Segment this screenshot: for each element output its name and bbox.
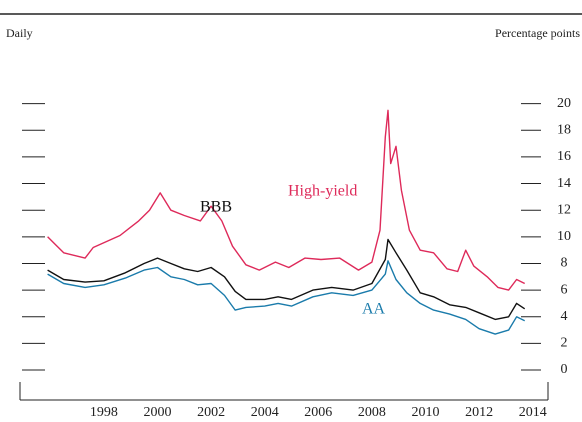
- y-tick-label: 16: [557, 149, 571, 164]
- y-tick-label: 20: [557, 96, 571, 111]
- series-label: AA: [362, 301, 386, 318]
- x-tick: [198, 392, 211, 400]
- y-tick-label: 12: [557, 202, 571, 217]
- y-tick-label: 6: [561, 282, 568, 297]
- y-tick-label: 14: [557, 176, 571, 191]
- x-tick-label: 1998: [90, 405, 118, 420]
- y-axis-label: Percentage points: [495, 26, 580, 40]
- series-label: BBB: [200, 199, 232, 216]
- x-tick: [90, 392, 103, 400]
- y-tick-label: 2: [561, 336, 568, 351]
- x-tick: [251, 392, 264, 400]
- x-tick-label: 2008: [358, 405, 386, 420]
- series-line: [47, 238, 526, 321]
- y-tick-label: 0: [561, 362, 568, 377]
- y-tick-label: 10: [557, 229, 571, 244]
- x-tick-label: 2006: [304, 405, 332, 420]
- y-tick-label: 8: [561, 256, 568, 271]
- x-tick-label: 2010: [412, 405, 440, 420]
- subtitle: Daily: [6, 26, 33, 40]
- x-tick: [144, 392, 157, 400]
- x-tick: [412, 392, 425, 400]
- y-tick-label: 18: [557, 122, 571, 137]
- x-tick: [466, 392, 479, 400]
- series-label: High-yield: [288, 183, 357, 200]
- series-line: [47, 109, 526, 291]
- x-tick: [359, 392, 372, 400]
- x-tick-label: 2004: [251, 405, 279, 420]
- series-line: [47, 260, 526, 335]
- x-tick: [519, 392, 532, 400]
- x-tick: [305, 392, 318, 400]
- x-tick-label: 2012: [465, 405, 493, 420]
- y-tick-label: 4: [561, 309, 568, 324]
- x-tick-label: 2002: [197, 405, 225, 420]
- x-tick-label: 2014: [519, 405, 547, 420]
- x-tick-label: 2000: [143, 405, 171, 420]
